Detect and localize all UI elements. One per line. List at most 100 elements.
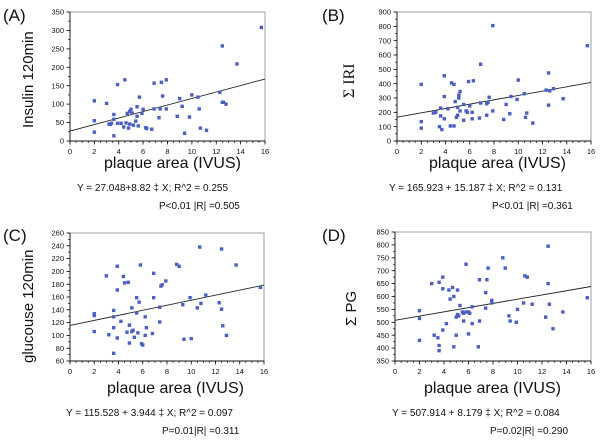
panel-label: (C) — [3, 226, 27, 245]
data-point — [235, 62, 239, 66]
data-point — [92, 313, 96, 318]
data-point — [115, 82, 120, 87]
data-point — [92, 130, 97, 134]
x-tick-label: 10 — [513, 367, 521, 376]
data-point — [149, 127, 154, 131]
panel-label: (D) — [322, 226, 346, 245]
y-tick-label: 0 — [387, 137, 391, 146]
data-point — [177, 96, 182, 101]
y-tick-label: 450 — [376, 331, 389, 340]
data-point — [128, 109, 132, 114]
data-point — [159, 80, 164, 85]
data-point — [530, 302, 534, 306]
data-point — [152, 107, 156, 111]
data-point — [442, 94, 446, 99]
panel-label: (B) — [322, 6, 345, 25]
data-point — [130, 329, 134, 334]
data-point — [440, 127, 444, 132]
data-point — [104, 101, 109, 106]
data-point — [196, 95, 200, 99]
data-point — [137, 95, 142, 99]
data-point — [430, 281, 434, 286]
data-point — [140, 111, 144, 116]
scatter-plot: 0 2 4 6 8 10 12 14 16 350 400 450 500 550 600 650 700 750… — [376, 228, 595, 376]
x-tick-label: 16 — [261, 147, 269, 156]
y-tick-label: 80 — [56, 344, 64, 353]
x-tick-label: 12 — [538, 147, 546, 156]
y-tick-label: 180 — [51, 280, 64, 289]
data-point — [478, 62, 483, 67]
data-point — [195, 306, 200, 310]
data-point — [92, 119, 97, 123]
data-point — [452, 294, 456, 299]
data-point — [476, 345, 480, 349]
y-tick-label: 800 — [376, 241, 389, 250]
data-point — [436, 336, 440, 340]
data-point — [141, 107, 145, 112]
data-point — [158, 107, 162, 111]
data-point — [217, 301, 221, 305]
y-tick-label: 800 — [378, 22, 391, 31]
data-point — [417, 308, 422, 313]
y-tick-label: 500 — [378, 65, 391, 74]
data-point — [525, 275, 529, 279]
panel-c: (C) glucouse 120min 0 2 4 6 8 10 12 14 16 60 80 100… — [0, 220, 300, 447]
data-point — [442, 74, 446, 78]
data-point — [461, 102, 466, 107]
y-tick-label: 750 — [376, 253, 389, 262]
y-tick-label: 700 — [376, 266, 389, 275]
data-point — [437, 348, 441, 353]
data-point — [175, 262, 179, 267]
data-point — [455, 113, 460, 117]
data-point — [454, 333, 458, 337]
data-point — [501, 256, 505, 260]
data-point — [514, 320, 518, 324]
data-point — [523, 274, 527, 278]
data-point — [470, 321, 474, 326]
data-point — [561, 97, 565, 101]
data-point — [452, 124, 456, 128]
data-point — [187, 115, 192, 119]
data-point — [122, 281, 127, 285]
data-point — [224, 333, 229, 338]
data-point — [417, 316, 422, 321]
y-tick-label: 500 — [376, 318, 389, 327]
y-tick-label: 400 — [376, 344, 389, 353]
x-tick-label: 12 — [211, 367, 219, 376]
data-point — [199, 301, 203, 306]
data-point — [452, 345, 456, 349]
data-point — [125, 330, 129, 334]
x-axis-label: plaque area (IVUS) — [104, 155, 241, 172]
data-point — [470, 110, 474, 115]
data-point — [502, 117, 506, 122]
data-point — [485, 113, 489, 117]
data-point — [204, 293, 208, 297]
x-tick-label: 14 — [236, 367, 244, 376]
x-tick-label: 6 — [141, 147, 145, 156]
data-point — [258, 285, 263, 290]
data-point — [544, 88, 548, 92]
data-point — [458, 109, 462, 113]
y-tick-label: 550 — [376, 305, 389, 314]
x-tick-label: 12 — [538, 367, 546, 376]
data-point — [468, 104, 472, 108]
data-point — [181, 302, 185, 307]
data-point — [164, 78, 168, 82]
data-point — [198, 245, 202, 249]
data-point — [220, 44, 225, 48]
data-point — [491, 23, 495, 28]
y-tick-label: 160 — [51, 293, 64, 302]
y-tick-label: 220 — [51, 254, 64, 263]
data-point — [112, 134, 116, 138]
x-tick-label: 0 — [68, 367, 72, 376]
data-point — [234, 263, 238, 267]
statistics-text: P<0.01 |R| =0.505 — [159, 201, 240, 212]
data-point — [124, 121, 128, 125]
data-point — [452, 82, 456, 87]
data-point — [126, 126, 131, 130]
x-tick-label: 4 — [442, 367, 446, 376]
data-point — [448, 124, 453, 128]
data-point — [92, 311, 96, 316]
data-point — [197, 107, 201, 111]
y-tick-label: 200 — [378, 108, 391, 117]
